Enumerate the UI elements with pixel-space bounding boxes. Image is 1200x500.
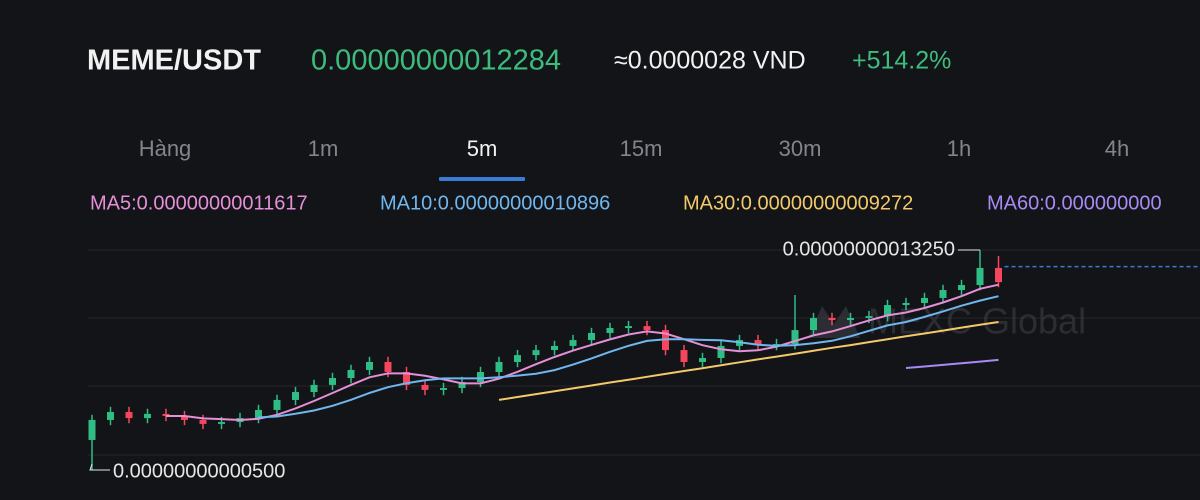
candle-body [958,285,965,291]
candle-body [754,340,762,346]
candle-body [810,317,817,331]
candle-body [606,327,614,333]
candle-body [551,345,558,351]
candle-body [329,378,336,385]
ma-line [498,321,999,401]
price: 0.00000000012284 [311,45,561,77]
candle-body [218,422,225,424]
tab[interactable]: Hàng [139,136,192,161]
high-marker-label: 0.00000000013250 [783,238,955,260]
tab[interactable]: 1m [308,136,339,161]
candle-body [347,369,355,379]
fiat-price: ≈0.0000028 VND [614,47,806,75]
candle-body [181,415,188,420]
ma-label: MA60:0.000000000 [987,192,1162,214]
low-marker-line [89,463,110,471]
tab[interactable]: 1h [947,136,971,161]
candle-body [292,392,299,400]
change: +514.2% [852,47,951,75]
ma-label: MA30:0.00000000009272 [683,192,913,214]
candle-body [199,419,207,424]
plot: 0.00000000013250 0.00000000000500 [88,238,1200,482]
legend: MA5:0.00000000011617 MA10:0.0000000001089… [90,192,1162,214]
candle-body [699,358,706,362]
low-marker-label: 0.00000000000500 [113,460,285,482]
ma-line [905,358,999,369]
pair: MEME/USDT [87,45,261,77]
ma-label: MA10:0.00000000010896 [380,192,610,214]
candle-body [310,384,318,393]
ma-line [258,295,999,419]
candle-body [643,326,651,331]
candle-body [625,326,632,328]
candle-body [495,361,503,372]
watermark-text: MEXC Global [868,301,1086,342]
watermark: MEXC Global [808,301,1086,342]
candle-body [976,267,984,286]
candle-body [125,412,133,419]
candle-body [162,413,170,416]
tabs: Hàng 1m 5m 15m 30m 1h 4h [139,136,1129,181]
candle-body [532,350,540,356]
candle-body [421,384,429,390]
candle-body [902,302,910,306]
candle-body [384,361,392,372]
watermark-logo [808,306,860,338]
candle-body [107,412,114,420]
tab[interactable]: 15m [620,136,663,161]
ma-label: MA5:0.00000000011617 [90,192,308,214]
candle-body [791,330,799,345]
candle-body [569,340,577,346]
tab[interactable]: 5m [467,136,498,161]
candle-body [255,409,262,419]
tab[interactable]: 30m [779,136,822,161]
candle-body [828,317,836,321]
candle-body [865,316,873,318]
candle-body [939,290,947,298]
candle-body [847,317,854,321]
candle-body [588,332,595,341]
candle-body [680,350,688,362]
candle-body [921,297,928,303]
ma-line [166,283,999,422]
candle-body [458,382,466,389]
candle-body [88,419,96,440]
candle-body [477,371,484,382]
candle-body [717,345,725,359]
candle-body [144,413,151,419]
candle-body [514,355,521,362]
candle-body [273,399,281,410]
tab[interactable]: 4h [1105,136,1129,161]
tab-underline [439,177,525,181]
candle-body [440,388,447,390]
candle-body [884,305,891,317]
candle-body [995,267,1002,283]
candle-body [403,371,410,385]
candle-body [773,344,780,346]
candle-body [366,361,373,370]
